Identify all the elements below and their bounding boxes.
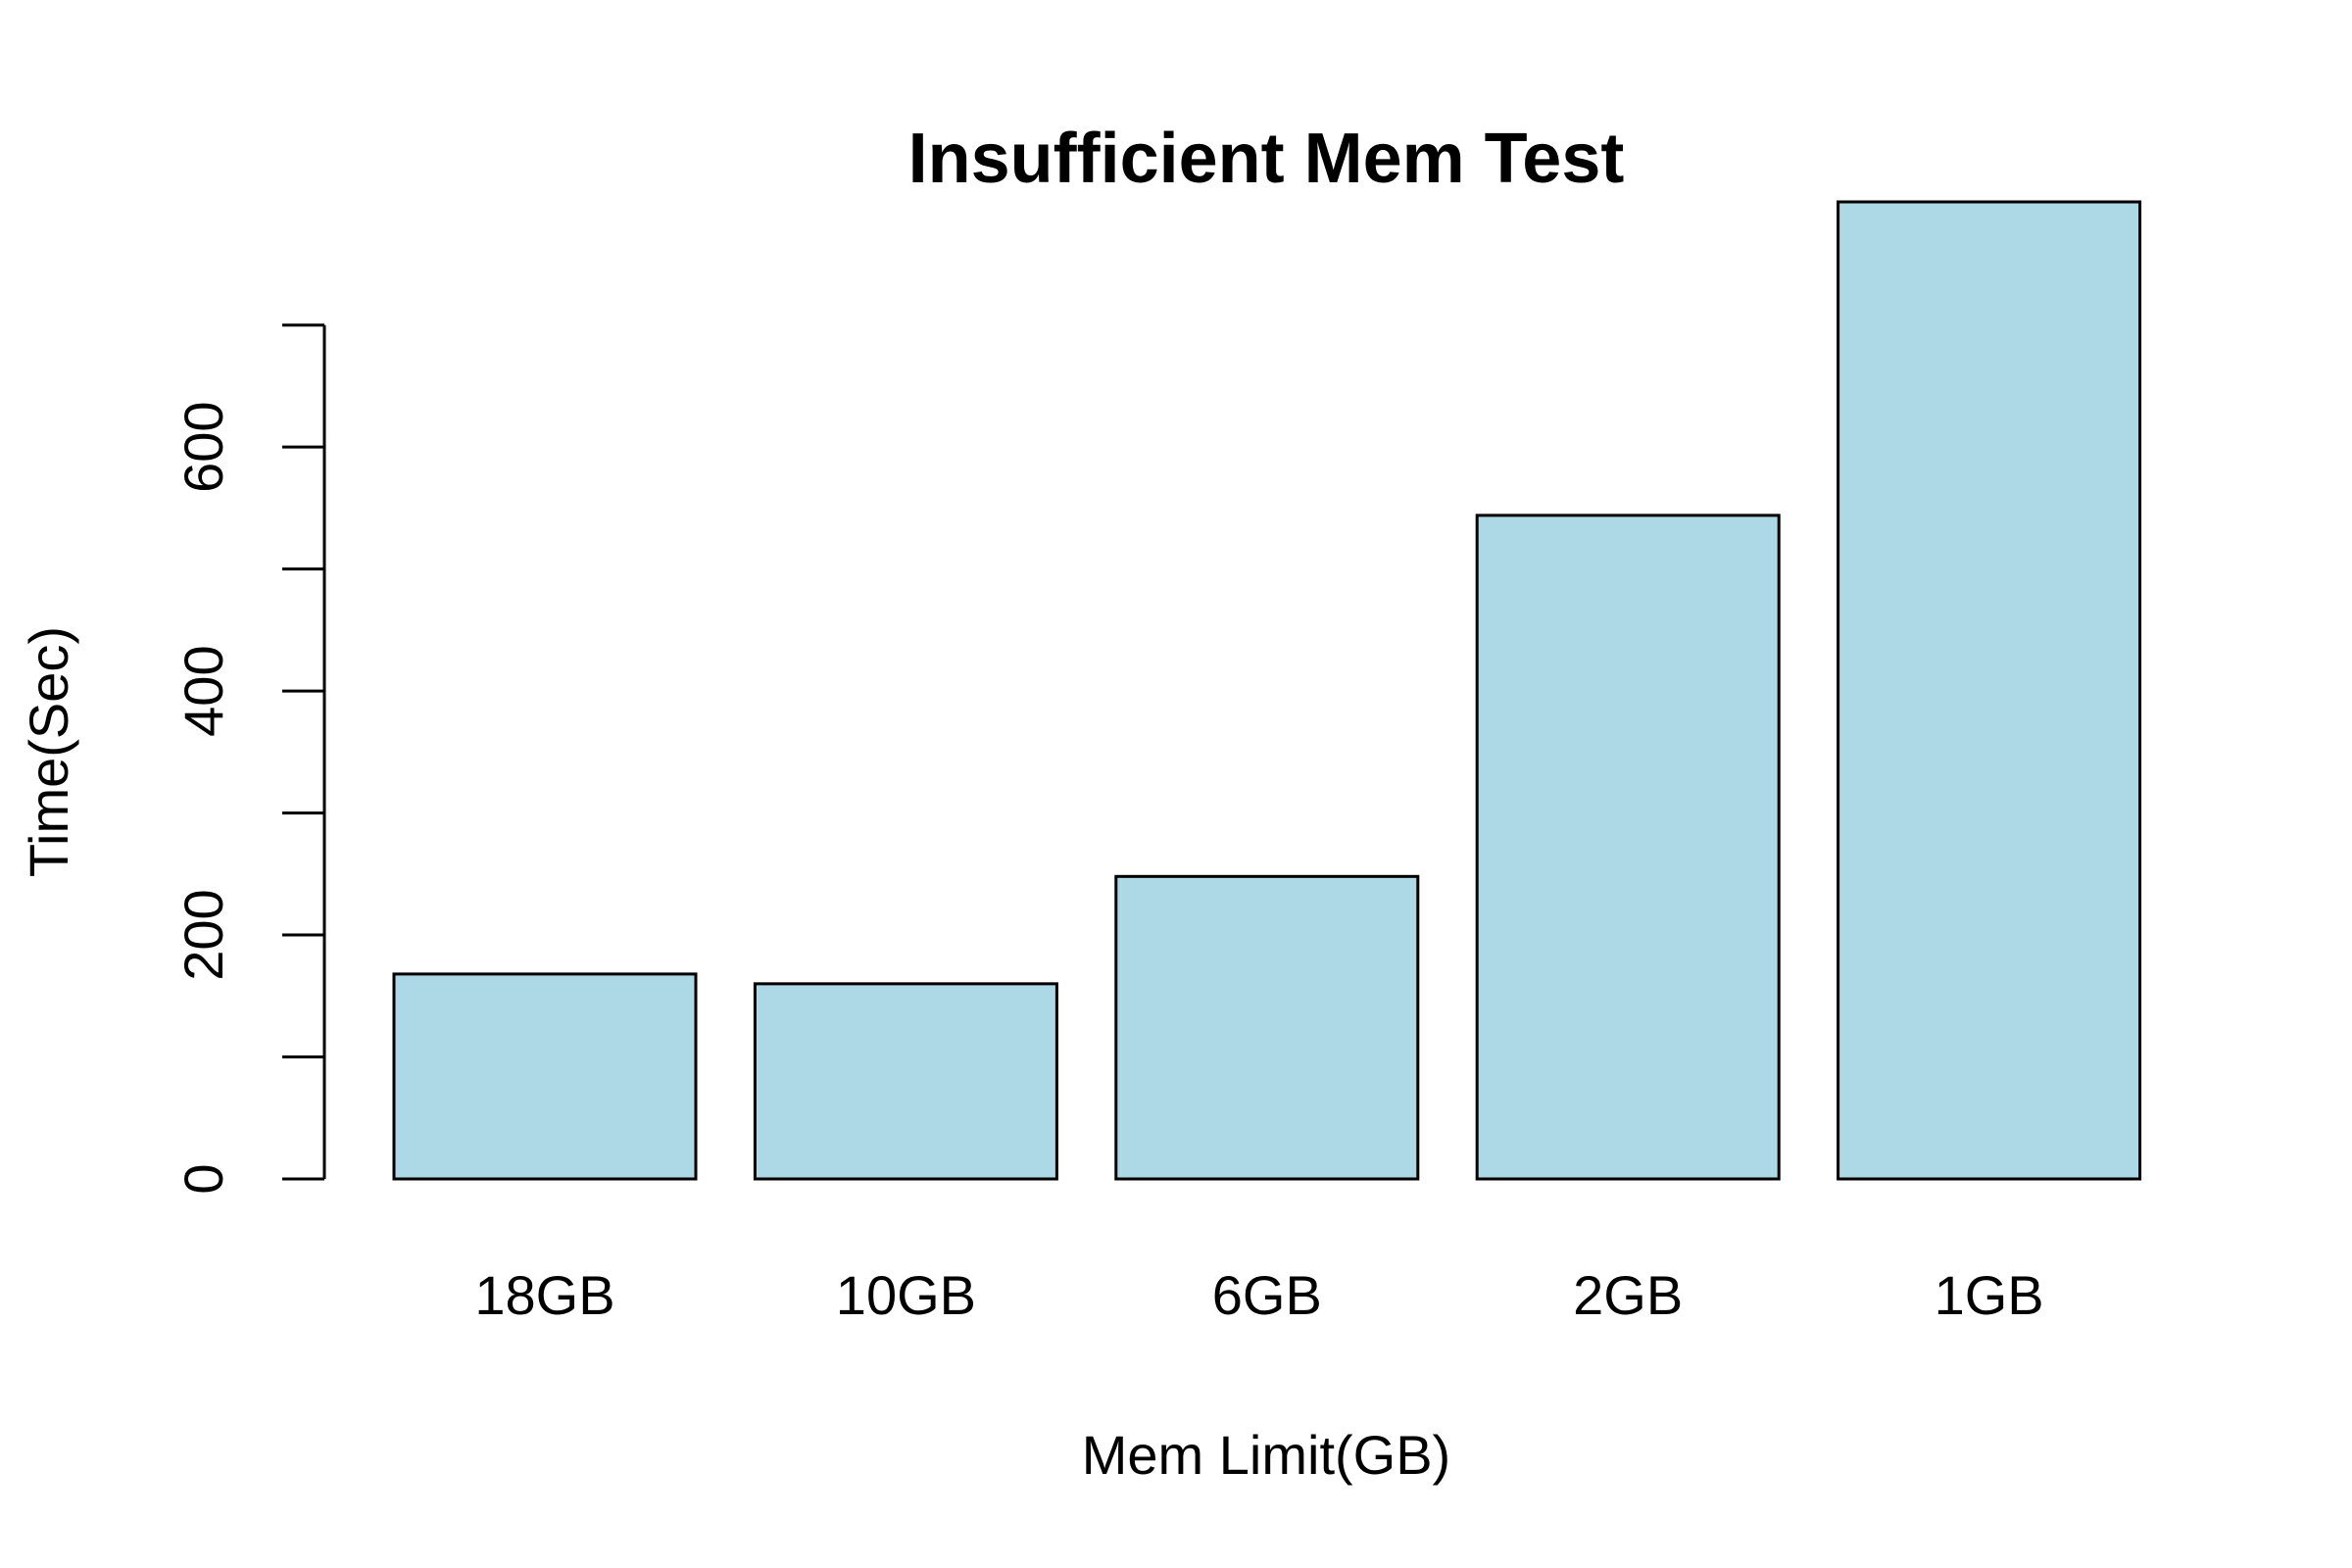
x-tick-label: 2GB	[1573, 1264, 1683, 1326]
x-tick-label: 10GB	[836, 1264, 976, 1326]
bar	[1475, 514, 1781, 1181]
bar	[753, 982, 1058, 1181]
y-axis-label: Time(Sec)	[18, 626, 79, 877]
y-tick-label: 600	[172, 401, 234, 492]
x-axis-label: Mem Limit(GB)	[1082, 1424, 1450, 1486]
bar	[392, 972, 698, 1181]
x-tick-label: 18GB	[474, 1264, 614, 1326]
y-tick-label: 0	[172, 1163, 234, 1194]
bar	[1114, 874, 1420, 1181]
y-tick-label: 400	[172, 645, 234, 736]
y-tick-label: 200	[172, 889, 234, 980]
chart-title: Insufficient Mem Test	[908, 120, 1625, 198]
x-tick-label: 1GB	[1935, 1264, 2044, 1326]
x-tick-label: 6GB	[1212, 1264, 1322, 1326]
bar	[1837, 200, 2142, 1181]
